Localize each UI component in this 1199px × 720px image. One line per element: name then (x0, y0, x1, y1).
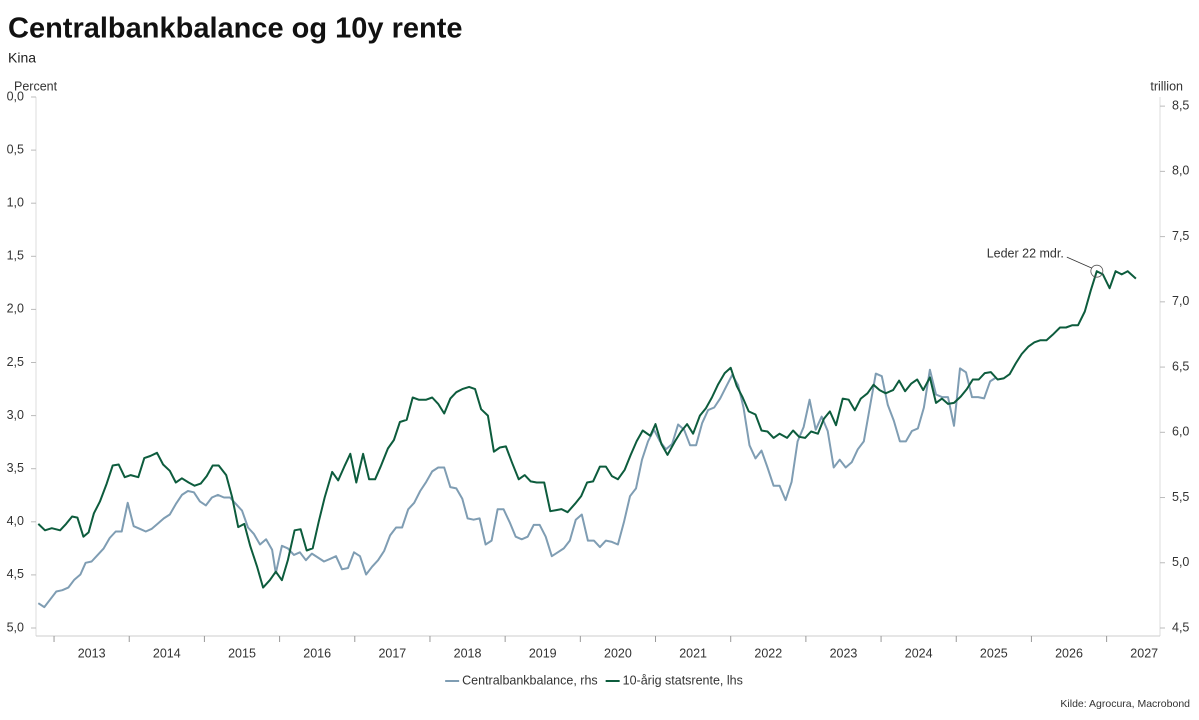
y-tick-label: 1,5 (7, 249, 24, 263)
x-tick-label: 2017 (378, 646, 406, 660)
data-line (37, 367, 997, 609)
x-tick-label: 2015 (228, 646, 256, 660)
legend-label: 10-årig statsrente, lhs (623, 673, 743, 687)
x-tick-label: 2018 (454, 646, 482, 660)
y2-tick-label: 6,5 (1172, 359, 1189, 373)
source-note: Kilde: Agrocura, Macrobond (1060, 698, 1190, 710)
legend: Centralbankbalance, rhs 10-årig statsrent… (445, 673, 743, 687)
y2-tick-label: 6,0 (1172, 425, 1189, 439)
annotation: Leder 22 mdr. (987, 246, 1064, 260)
data-line (37, 270, 1137, 589)
y-tick-label: 5,0 (7, 620, 24, 634)
y-tick-label: 4,0 (7, 514, 24, 528)
legend-label: Centralbankbalance, rhs (462, 673, 598, 687)
annotation-leader (1066, 256, 1093, 269)
x-tick-label: 2020 (604, 646, 632, 660)
y2-tick-label: 4,5 (1172, 620, 1189, 634)
chart-title: Centralbankbalance og 10y rente (8, 13, 463, 45)
y2-tick-label: 5,0 (1172, 555, 1189, 569)
y2-axis-label: trillion (1150, 79, 1183, 93)
y-tick-label: 4,5 (7, 567, 24, 581)
x-tick-label: 2021 (679, 646, 707, 660)
y2-tick-label: 8,5 (1172, 98, 1189, 112)
y-tick-label: 0,0 (7, 89, 24, 103)
y-tick-label: 0,5 (7, 142, 24, 156)
y2-tick-label: 7,0 (1172, 294, 1189, 308)
y2-tick-label: 5,5 (1172, 490, 1189, 504)
x-tick-label: 2025 (980, 646, 1008, 660)
y-tick-label: 3,0 (7, 408, 24, 422)
x-tick-label: 2013 (78, 646, 106, 660)
x-tick-label: 2022 (754, 646, 782, 660)
x-tick-label: 2024 (905, 646, 933, 660)
annotation-marker (1090, 264, 1104, 278)
x-tick-label: 2023 (830, 646, 858, 660)
y2-tick-label: 7,5 (1172, 229, 1189, 243)
y-axis-label: Percent (14, 79, 58, 93)
y-tick-label: 2,5 (7, 355, 24, 369)
y2-tick-label: 8,0 (1172, 164, 1189, 178)
chart-subtitle: Kina (8, 50, 36, 66)
x-tick-label: 2027 (1130, 646, 1158, 660)
x-tick-label: 2026 (1055, 646, 1083, 660)
y-tick-label: 1,0 (7, 195, 24, 209)
x-tick-label: 2014 (153, 646, 181, 660)
y-tick-label: 2,0 (7, 302, 24, 316)
x-tick-label: 2016 (303, 646, 331, 660)
y-tick-label: 3,5 (7, 461, 24, 475)
x-tick-label: 2019 (529, 646, 557, 660)
